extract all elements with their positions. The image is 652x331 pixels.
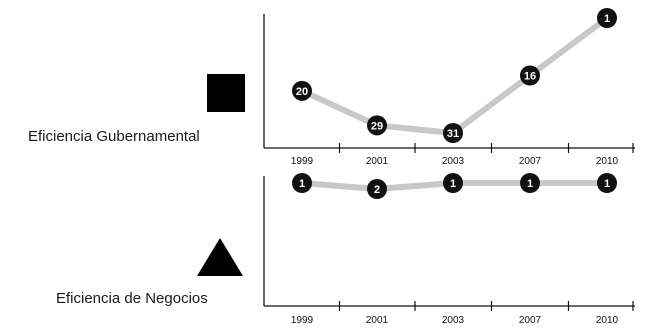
panel-label: Eficiencia Gubernamental [28,128,200,145]
x-tick-label: 2001 [366,156,389,167]
data-label: 1 [604,13,610,25]
data-point [520,173,540,193]
data-point [597,8,617,28]
x-tick-label: 1999 [291,315,314,326]
data-label: 1 [299,178,305,190]
data-point [443,123,463,143]
data-point [367,179,387,199]
data-point [443,173,463,193]
data-label: 31 [447,128,459,140]
x-tick-label: 1999 [291,156,314,167]
data-label: 1 [450,178,456,190]
x-tick-label: 2001 [366,315,389,326]
data-label: 2 [374,184,380,196]
data-label: 1 [527,178,533,190]
data-point [292,80,312,101]
triangle-icon [197,238,243,276]
x-tick-label: 2007 [519,156,542,167]
data-label: 20 [296,86,308,98]
x-tick-label: 2010 [596,156,619,167]
x-tick-label: 2003 [442,156,465,167]
data-label: 1 [604,178,610,190]
data-point [367,115,387,136]
data-point [520,65,540,86]
panel-label: Eficiencia de Negocios [56,290,208,307]
x-tick-label: 2010 [596,315,619,326]
series-line [299,15,610,136]
data-label: 29 [371,120,383,132]
x-tick-label: 2003 [442,315,465,326]
data-label: 16 [524,71,536,83]
data-point [292,173,312,193]
square-icon [207,74,245,112]
data-point [597,173,617,193]
x-tick-label: 2007 [519,315,542,326]
